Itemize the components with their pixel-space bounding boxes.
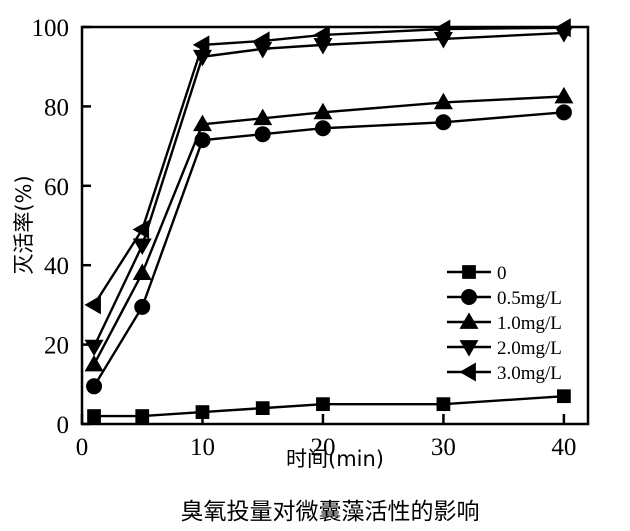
y-tick-label: 60	[44, 174, 69, 201]
y-axis-tick-labels: 0 20 40 60 80 100	[32, 15, 70, 439]
marker-square	[436, 397, 451, 412]
y-tick-label: 100	[32, 15, 70, 42]
marker-circle	[461, 289, 477, 305]
plot-frame	[80, 25, 590, 426]
legend-item-1.0mg-L[interactable]: 1.0mg/L	[447, 312, 562, 334]
marker-square	[255, 401, 270, 415]
marker-triangle-up	[253, 108, 273, 126]
marker-square	[195, 405, 210, 419]
marker-circle	[86, 378, 103, 395]
legend-label: 0.5mg/L	[497, 288, 562, 309]
marker-square	[557, 389, 571, 404]
x-tick-label: 40	[551, 434, 576, 461]
marker-square	[316, 397, 330, 412]
x-tick-label: 10	[190, 434, 215, 461]
series-3.0mg-L	[84, 18, 571, 315]
x-tick-label: 20	[310, 434, 335, 461]
marker-triangle-up	[433, 92, 453, 110]
marker-circle	[435, 114, 452, 131]
marker-circle	[314, 120, 331, 137]
marker-triangle-left	[554, 18, 571, 38]
y-tick-label: 40	[44, 253, 69, 280]
legend-item-3.0mg-L[interactable]: 3.0mg/L	[447, 362, 562, 384]
legend-item-0.5mg-L[interactable]: 0.5mg/L	[447, 288, 562, 309]
marker-triangle-up	[313, 102, 333, 120]
y-tick-label: 20	[44, 333, 69, 360]
marker-circle	[555, 104, 572, 121]
legend-item-2.0mg-L[interactable]: 2.0mg/L	[447, 338, 562, 359]
marker-triangle-down	[459, 340, 479, 357]
y-tick-label: 0	[57, 412, 70, 439]
legend-label: 1.0mg/L	[497, 313, 562, 334]
marker-triangle-down	[132, 238, 152, 255]
marker-triangle-down	[84, 339, 104, 357]
marker-triangle-left	[459, 362, 476, 382]
marker-triangle-up	[84, 354, 104, 372]
marker-triangle-left	[433, 19, 451, 39]
marker-square	[87, 409, 101, 423]
x-tick-label: 0	[76, 434, 89, 461]
y-axis-title: 灭活率(%)	[12, 175, 36, 274]
marker-triangle-left	[192, 35, 210, 55]
series-layer	[84, 18, 574, 423]
series-line	[92, 31, 564, 348]
marker-square	[462, 265, 476, 279]
series-0.5mg-L	[86, 104, 572, 395]
series-line	[93, 111, 564, 387]
x-axis-title: 时间(min)	[286, 447, 384, 471]
series-line	[93, 26, 564, 306]
legend-item-0[interactable]: 0	[447, 263, 507, 284]
marker-triangle-up	[554, 86, 574, 104]
marker-square	[135, 409, 150, 423]
legend-label: 2.0mg/L	[497, 338, 562, 359]
series-1.0mg-L	[84, 86, 574, 372]
chart-legend: 0 0.5mg/L 1.0mg/L 2.0mg/L 3.0mg/L	[447, 263, 562, 384]
figure-caption: 臭氧投量对微囊藻活性的影响	[181, 499, 480, 525]
marker-circle	[134, 298, 151, 315]
marker-circle	[254, 126, 271, 143]
y-tick-label: 80	[44, 94, 69, 121]
x-axis-tick-labels: 0 10 20 30 40	[76, 434, 577, 461]
x-tick-label: 30	[431, 434, 456, 461]
legend-label: 0	[497, 263, 507, 284]
series-line	[92, 95, 564, 366]
marker-triangle-up	[459, 312, 479, 329]
marker-triangle-up	[192, 114, 212, 132]
marker-triangle-left	[313, 25, 330, 45]
marker-triangle-left	[132, 219, 150, 239]
marker-triangle-left	[253, 31, 270, 51]
marker-triangle-up	[132, 263, 152, 281]
legend-label: 3.0mg/L	[497, 363, 562, 384]
marker-triangle-left	[84, 295, 101, 315]
series-0	[87, 389, 571, 423]
